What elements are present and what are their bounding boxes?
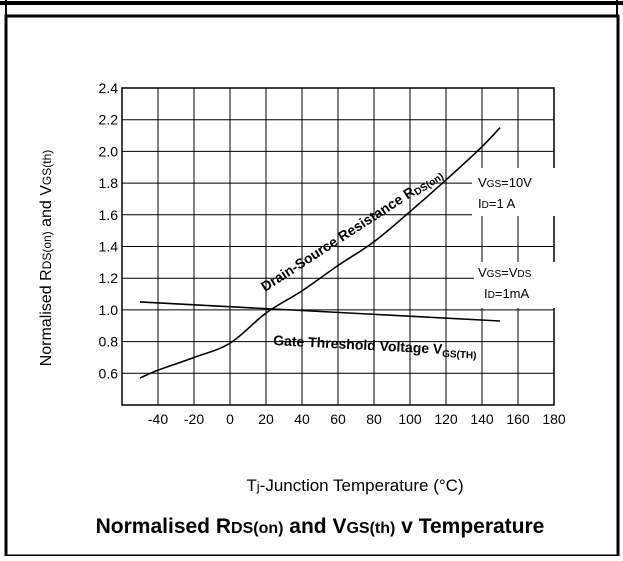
y-tick-label: 2.4 [99,80,119,96]
x-tick-label: 100 [398,411,422,427]
annotation-rds-line2: ID=1 A [478,196,516,211]
y-tick-label: 0.6 [99,365,119,381]
x-tick-label: 160 [506,411,530,427]
x-tick-label: 180 [542,411,566,427]
annotation-rds-bg [472,168,556,216]
plot-axes [121,87,555,406]
annotation-vgs-line1: VGS=VDS [478,265,532,280]
series-line-vgs [139,301,501,322]
y-tick-label: 1.6 [99,207,119,223]
x-tick-label: 20 [258,411,274,427]
x-axis-title: Tj-Junction Temperature (°C) [246,476,463,495]
annotation-vgs-bg [474,262,558,308]
vgs-label-main: Gate Threshold Voltage V [273,332,444,357]
x-tick-label: 120 [434,411,458,427]
annotation-vgs-conditions: VGS=VDS ID=1mA [474,262,558,308]
plot-border [121,87,555,406]
series-lines [139,127,501,379]
x-tick-label: 40 [294,411,310,427]
x-tick-labels: -40 -20 0 20 40 60 80 100 120 140 160 180 [148,411,566,427]
x-tick-label: 0 [226,411,234,427]
x-tick-label: 80 [366,411,382,427]
y-tick-label: 0.8 [99,334,119,350]
series-label-rds: Drain-Source Resistance RDS(on) [258,165,446,296]
y-axis-title: Normalised RDS(on) and VGS(th) [38,150,55,367]
annotation-rds-line1: VGS=10V [478,175,532,190]
annotation-vgs-line2: ID=1mA [484,286,530,301]
y-tick-label: 1.0 [99,302,119,318]
y-tick-label: 1.2 [99,270,119,286]
y-tick-label: 1.8 [99,175,119,191]
annotation-rds-conditions: VGS=10V ID=1 A [472,168,556,216]
series-line-rds [139,127,501,379]
y-tick-label: 2.0 [99,143,119,159]
vgs-label-sub: GS(TH) [442,349,477,362]
y-tick-labels: 0.6 0.8 1.0 1.2 1.4 1.6 1.8 2.0 2.2 2.4 [99,80,119,381]
x-tick-label: 60 [330,411,346,427]
x-tick-label: -40 [148,411,168,427]
x-tick-label: -20 [184,411,204,427]
y-tick-label: 1.4 [99,239,119,255]
y-tick-label: 2.2 [99,112,119,128]
chart-title: Normalised RDS(on) and VGS(th) v Tempera… [96,515,545,538]
series-label-vgs: Gate Threshold Voltage VGS(TH) [273,332,477,362]
x-tick-label: 140 [470,411,494,427]
